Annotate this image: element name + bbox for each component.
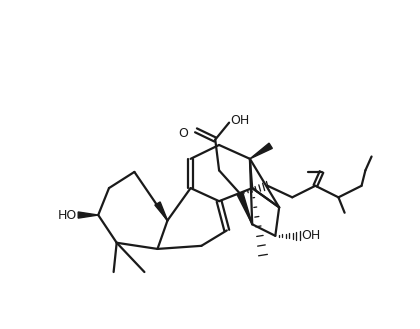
- Polygon shape: [237, 192, 252, 224]
- Text: OH: OH: [302, 229, 321, 242]
- Text: OH: OH: [231, 114, 250, 127]
- Polygon shape: [78, 212, 98, 218]
- Text: HO: HO: [58, 209, 77, 221]
- Polygon shape: [250, 143, 272, 159]
- Text: O: O: [178, 127, 188, 140]
- Polygon shape: [155, 202, 168, 220]
